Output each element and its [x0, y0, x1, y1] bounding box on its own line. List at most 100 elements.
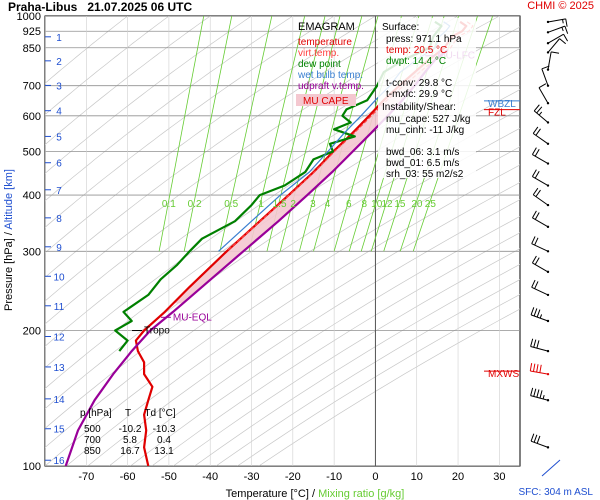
wind-barb-feather: [534, 257, 540, 265]
wind-barb-feather: [531, 147, 537, 155]
altitude-tick-label: 13: [53, 363, 65, 374]
wind-barb-feather: [533, 339, 537, 348]
y-tick-label: 400: [23, 190, 41, 202]
surface-row: dwpt: 14.4 °C: [386, 56, 446, 67]
altitude-tick-label: 5: [56, 132, 62, 143]
dry-adiabat-line: [108, 199, 520, 466]
y-tick-label: 850: [23, 43, 41, 55]
wind-barb-feather: [532, 187, 539, 196]
instability-row: srh_03: 55 m2/s2: [386, 169, 464, 180]
mixing-ratio-label: 10: [371, 199, 383, 210]
wind-barb-dot: [546, 162, 550, 165]
wind-barb: [546, 38, 567, 54]
dry-adiabat-line: [66, 164, 520, 466]
surface-row: press: 971.1 hPa: [386, 34, 462, 45]
wind-barb-dot: [546, 121, 550, 124]
wind-barb-feather: [538, 83, 547, 89]
x-tick-label: -70: [78, 471, 94, 483]
table-header: Td [°C]: [144, 408, 175, 419]
mixing-ratio-label: 25: [425, 199, 437, 210]
wind-barb-half: [562, 19, 564, 24]
wind-barb-dot: [546, 250, 550, 253]
wind-barb-staff: [530, 345, 549, 352]
mixing-ratio-label: 1: [258, 199, 264, 210]
legend-wet_bulb: wet bulb temp.: [297, 70, 363, 81]
altitude-tick-label: 8: [56, 214, 62, 225]
wind-barb-feather: [531, 210, 537, 219]
x-axis-title-separator: /: [312, 488, 318, 500]
wind-barb-half: [538, 111, 543, 116]
sounding-datetime: 21.07.2025 06 UTC: [87, 0, 193, 14]
table-cell: 500: [84, 424, 101, 435]
table-cell: -10.2: [119, 424, 142, 435]
y-axis-pressure-title: Pressure [hPa]: [3, 235, 15, 311]
dry-adiabat-line: [45, 127, 520, 448]
wind-barb-staff: [541, 68, 549, 86]
altitude-tick-label: 1: [56, 33, 62, 44]
wind-barb-staff: [530, 395, 549, 401]
mixing-ratio-line: [248, 16, 306, 252]
wind-barb-staff: [532, 133, 549, 145]
legend-udpraft: udpraft v.temp.: [298, 81, 364, 92]
y-axis-title-separator: /: [3, 230, 15, 236]
instability-row: bwd_01: 6.5 m/s: [386, 158, 459, 169]
wind-barb: [538, 83, 550, 105]
wind-barb-feather: [531, 255, 537, 264]
altitude-tick-label: 4: [56, 107, 62, 118]
y-tick-label: 100: [23, 461, 41, 473]
wind-barb-dot: [546, 84, 550, 87]
mixing-ratio-label: 6: [346, 199, 352, 210]
wind-barb-staff: [532, 154, 549, 164]
x-axis-mixing-title: Mixing ratio [g/kg]: [318, 488, 404, 500]
surface-elevation-label: SFC: 304 m ASL: [519, 487, 594, 498]
table-cell: 16.7: [120, 446, 140, 457]
table-cell: -10.3: [153, 424, 176, 435]
wind-barb-feather: [536, 389, 540, 398]
instability-row: mu_cinh: -11 J/kg: [386, 125, 464, 136]
wind-barb-half: [561, 27, 564, 32]
mixing-ratio-label: 2: [290, 199, 296, 210]
wind-barb-feather: [536, 309, 541, 318]
wind-barb-staff: [530, 314, 549, 322]
y-tick-label: 300: [23, 246, 41, 258]
altitude-tick-label: 9: [56, 243, 62, 254]
surface-row: t-conv: 29.8 °C: [386, 78, 452, 89]
wind-barb-feather: [559, 38, 567, 45]
wind-barb-feather: [535, 189, 541, 197]
x-tick-label: 0: [372, 471, 378, 483]
wind-barb-feather: [563, 33, 569, 42]
wind-barb-staff: [547, 25, 566, 33]
wind-barb-feather: [533, 308, 538, 317]
instability-row: bwd_06: 3.1 m/s: [386, 147, 459, 158]
altitude-tick-label: 12: [53, 332, 65, 343]
table-cell: 850: [84, 446, 101, 457]
wind-barb-staff: [532, 217, 549, 228]
wind-barb-staff: [547, 51, 552, 70]
wind-barb-feather: [539, 390, 543, 399]
mixing-ratio-label: 0.5: [224, 199, 238, 210]
wind-barb-feather: [536, 364, 539, 373]
wind-barb-feather: [535, 128, 541, 136]
y-tick-label: 500: [23, 146, 41, 158]
wind-barb-feather: [530, 433, 535, 442]
mixing-ratio-label: 0.2: [188, 199, 202, 210]
instability-heading: Instability/Shear:: [382, 102, 456, 113]
wind-barb-dot: [546, 42, 550, 45]
wind-barb-feather: [530, 307, 535, 316]
mixing-ratio-label: 1.5: [273, 199, 287, 210]
wind-barb-dot: [546, 102, 550, 105]
wind-barb-dot: [546, 68, 550, 71]
wind-barb: [531, 255, 550, 274]
credit-label: CHMI © 2025: [527, 0, 594, 12]
wind-barb: [530, 433, 550, 449]
wind-barb-feather: [529, 363, 533, 372]
wind-barb-dot: [546, 142, 550, 145]
wind-barb-feather: [551, 51, 560, 54]
mixing-ratio-line: [219, 16, 273, 252]
y-tick-label: 700: [23, 81, 41, 93]
table-header: T: [125, 408, 131, 419]
wind-barb-feather: [565, 18, 568, 27]
legend-mu-cape: MU CAPE: [303, 96, 349, 107]
wind-barb-feather: [533, 434, 538, 443]
